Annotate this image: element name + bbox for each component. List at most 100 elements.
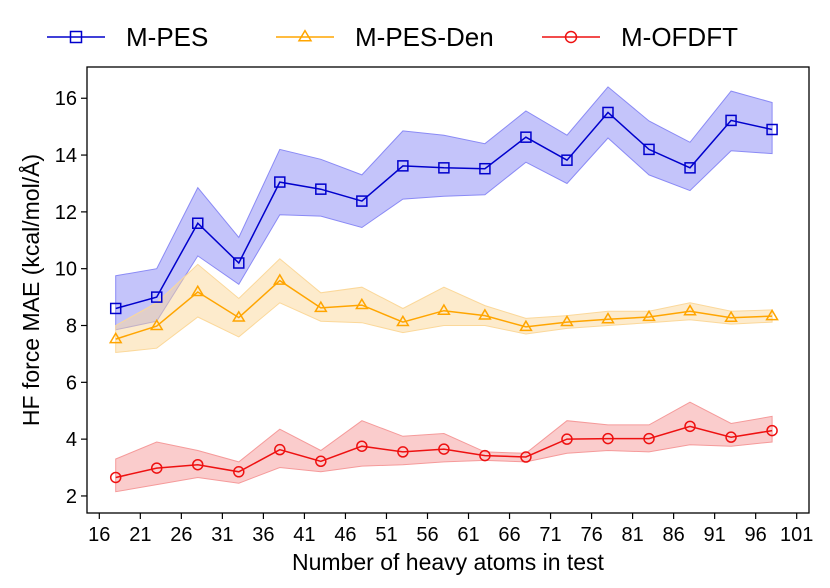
x-tick-label: 46 — [334, 524, 356, 546]
m-pes-point — [479, 162, 491, 175]
m-pes-point — [766, 123, 778, 136]
m-ofdft-point — [520, 451, 532, 463]
m-ofdft-point — [725, 431, 737, 443]
m-ofdft-point — [643, 432, 655, 445]
m-ofdft-point — [109, 471, 122, 484]
m-ofdft-band — [115, 401, 773, 493]
y-tick-label: 10 — [55, 259, 77, 281]
m-pes-den-point — [724, 310, 738, 323]
x-tick-label: 36 — [252, 524, 274, 546]
x-tick-label: 26 — [170, 524, 192, 546]
y-tick-label: 16 — [55, 88, 77, 110]
m-pes-den-point — [437, 303, 451, 315]
m-pes-den-point — [396, 314, 410, 327]
m-ofdft-point — [315, 455, 327, 468]
m-ofdft-point — [684, 420, 696, 433]
legend: M-PES M-PES-Den M-OFDFT — [47, 22, 738, 52]
m-pes-den-point — [273, 273, 287, 285]
legend-item-m-pes: M-PES — [47, 22, 208, 52]
y-tick-label: 14 — [55, 145, 77, 167]
legend-label: M-PES-Den — [355, 22, 494, 52]
x-tick-label: 86 — [663, 524, 685, 546]
y-tick-label: 8 — [66, 316, 77, 338]
m-pes-den-point — [149, 318, 164, 331]
m-pes-den-point — [765, 308, 779, 321]
m-ofdft-line — [115, 425, 773, 479]
x-tick-label: 41 — [293, 524, 315, 546]
series-lines — [115, 111, 773, 479]
x-tick-label: 61 — [457, 524, 479, 546]
m-ofdft-point — [561, 433, 573, 445]
m-pes-point — [561, 154, 573, 166]
x-tick-label: 81 — [621, 524, 643, 546]
m-pes-den-point — [519, 319, 533, 332]
m-pes-point — [274, 176, 286, 188]
m-pes-den-point — [560, 314, 574, 327]
m-ofdft-point — [274, 443, 286, 456]
m-ofdft-point — [602, 432, 614, 445]
m-pes-point — [643, 143, 655, 156]
x-tick-label: 21 — [129, 524, 151, 546]
legend-item-m-ofdft: M-OFDFT — [542, 22, 738, 52]
series-markers — [108, 106, 779, 484]
m-ofdft-point — [192, 458, 204, 471]
m-pes-point — [684, 162, 696, 174]
x-tick-label: 51 — [375, 524, 397, 546]
x-tick-label: 16 — [88, 524, 110, 546]
m-pes-point — [315, 183, 327, 195]
m-pes-den-point — [478, 308, 492, 320]
m-pes-den-point — [232, 310, 246, 322]
m-pes-den-point — [601, 312, 615, 324]
legend-label: M-OFDFT — [621, 22, 738, 52]
m-ofdft-point — [356, 440, 368, 452]
legend-item-m-pes-den: M-PES-Den — [276, 22, 494, 52]
x-tick-label: 96 — [745, 524, 767, 546]
m-pes-den-point — [314, 300, 328, 313]
m-pes-point — [602, 106, 614, 119]
m-pes-point — [192, 217, 204, 229]
m-ofdft-point — [150, 462, 163, 474]
m-pes-band — [115, 86, 773, 331]
m-pes-den-point — [190, 284, 205, 297]
y-tick-label: 2 — [66, 486, 77, 508]
m-pes-point — [150, 291, 163, 303]
x-tick-label: 91 — [704, 524, 726, 546]
m-pes-point — [356, 195, 368, 207]
legend-marker — [297, 29, 313, 42]
m-pes-den-point — [642, 309, 656, 322]
m-pes-den-point — [108, 331, 123, 344]
y-tick-label: 12 — [55, 202, 77, 224]
m-ofdft-point — [438, 443, 450, 455]
m-pes-point — [438, 162, 450, 174]
m-ofdft-point — [233, 466, 245, 478]
m-ofdft-point — [766, 424, 778, 437]
y-tick-label: 6 — [66, 372, 77, 394]
y-axis: 2 4 6 8 10 12 14 16 — [55, 88, 87, 508]
y-tick-label: 4 — [66, 429, 77, 451]
m-pes-point — [233, 257, 245, 269]
x-tick-label: 101 — [780, 524, 813, 546]
m-pes-den-line — [115, 279, 773, 340]
x-axis-title: Number of heavy atoms in test — [292, 549, 605, 575]
x-tick-label: 31 — [211, 524, 233, 546]
legend-marker — [564, 30, 578, 44]
x-tick-label: 66 — [498, 524, 520, 546]
m-ofdft-point — [397, 446, 409, 458]
y-axis-title: HF force MAE (kcal/mol/Å) — [17, 154, 44, 426]
x-tick-label: 56 — [416, 524, 438, 546]
x-tick-label: 76 — [580, 524, 602, 546]
m-ofdft-point — [479, 449, 491, 462]
plot-frame — [86, 66, 810, 514]
x-tick-label: 71 — [539, 524, 561, 546]
m-pes-point — [725, 114, 737, 127]
m-pes-point — [109, 302, 122, 315]
legend-label: M-PES — [126, 22, 208, 52]
m-pes-point — [397, 160, 409, 172]
m-pes-den-point — [683, 304, 697, 316]
x-axis: 16 21 26 31 36 41 46 51 56 61 66 71 76 81 86 91 96 101 — [88, 513, 813, 546]
m-pes-line — [115, 111, 773, 310]
m-pes-point — [520, 131, 532, 143]
legend-marker — [69, 30, 83, 44]
m-pes-den-point — [355, 297, 369, 310]
